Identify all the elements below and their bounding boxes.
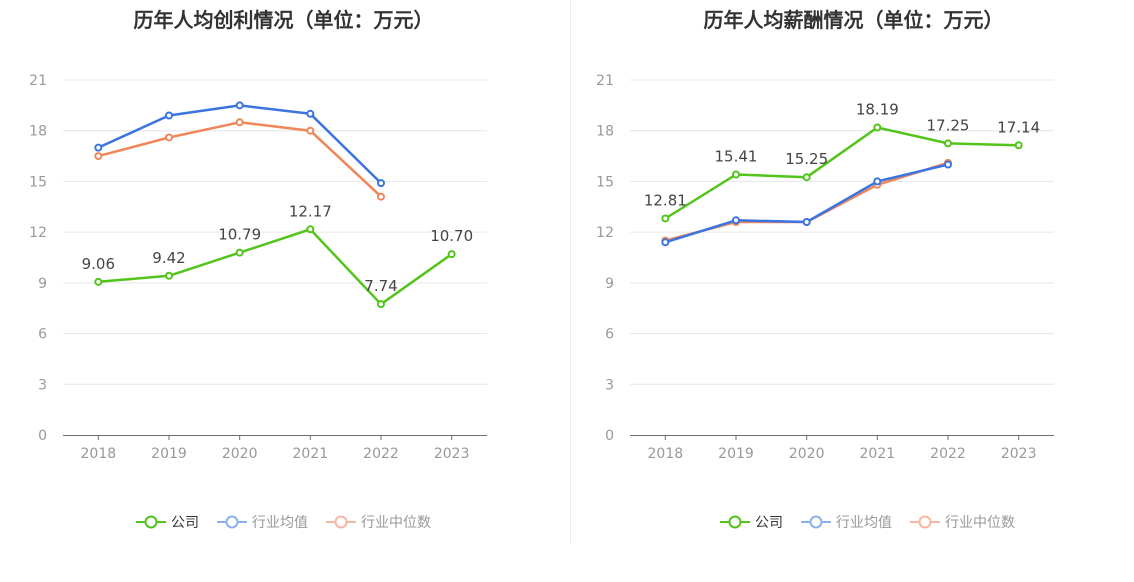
x-tick-label: 2020 <box>789 446 825 462</box>
legend-item-company[interactable]: 公司 <box>136 512 199 532</box>
data-point <box>165 111 173 120</box>
x-tick-label: 2019 <box>151 446 187 462</box>
y-tick-label: 15 <box>29 174 47 190</box>
data-label: 9.42 <box>152 249 185 267</box>
chart-title: 历年人均创利情况（单位：万元） <box>133 8 434 32</box>
data-label: 12.17 <box>289 202 332 220</box>
legend-line-marker-icon <box>136 515 166 529</box>
data-label: 10.70 <box>430 227 473 245</box>
y-tick-label: 9 <box>38 276 47 292</box>
x-tick-label: 2022 <box>930 446 966 462</box>
data-point <box>661 238 670 247</box>
series-line <box>98 228 453 306</box>
series-line <box>97 121 382 198</box>
data-point <box>661 214 670 223</box>
data-label: 12.81 <box>644 191 687 209</box>
y-tick-label: 21 <box>596 73 614 89</box>
y-tick-label: 12 <box>596 225 614 241</box>
data-label: 7.74 <box>364 277 397 295</box>
data-point <box>235 101 244 110</box>
legend-item-industry-average[interactable]: 行业均值 <box>801 512 892 532</box>
chart-panel-profit: 历年人均创利情况（单位：万元） 0 3 6 9 12 15 18 21 2018 2019 2020… <box>0 8 567 532</box>
chart-legend[interactable]: 公司 行业均值 行业中位数 <box>584 512 1134 532</box>
data-point <box>732 216 740 225</box>
x-tick-label: 2021 <box>860 446 896 462</box>
legend-item-industry-average[interactable]: 行业均值 <box>217 512 308 532</box>
data-point <box>377 192 385 201</box>
data-label: 17.14 <box>997 118 1040 136</box>
legend-item-company[interactable]: 公司 <box>720 512 783 532</box>
x-tick-label: 2022 <box>363 446 399 462</box>
legend-label: 公司 <box>171 515 199 531</box>
y-tick-label: 0 <box>38 428 47 444</box>
data-point <box>235 118 244 127</box>
y-tick-label: 0 <box>605 428 614 444</box>
data-point <box>235 248 244 257</box>
y-tick-label: 18 <box>29 124 47 140</box>
y-tick-label: 3 <box>605 377 614 393</box>
legend-label: 行业中位数 <box>361 515 431 531</box>
data-label: 10.79 <box>218 226 261 244</box>
data-label: 18.19 <box>856 101 899 119</box>
data-point <box>306 225 315 234</box>
y-tick-label: 6 <box>605 327 614 343</box>
data-point <box>94 152 103 161</box>
data-label: 9.06 <box>82 255 115 273</box>
data-label: 15.41 <box>715 147 758 165</box>
data-label: 15.25 <box>785 150 828 168</box>
legend-line-marker-icon <box>720 515 750 529</box>
legend-label: 公司 <box>755 515 783 531</box>
x-tick-label: 2021 <box>293 446 329 462</box>
data-point <box>873 123 882 132</box>
chart-legend[interactable]: 公司 行业均值 行业中位数 <box>0 512 567 532</box>
data-point <box>94 143 103 152</box>
x-tick-label: 2018 <box>648 446 684 462</box>
x-tick-label: 2019 <box>718 446 754 462</box>
data-label: 17.25 <box>927 116 970 134</box>
legend-line-marker-icon <box>217 515 247 529</box>
chart-title: 历年人均薪酬情况（单位：万元） <box>703 8 1004 32</box>
data-point <box>165 271 173 280</box>
y-tick-label: 3 <box>38 377 47 393</box>
y-tick-label: 6 <box>38 327 47 343</box>
y-tick-label: 12 <box>29 225 47 241</box>
legend-item-industry-median[interactable]: 行业中位数 <box>326 512 431 532</box>
x-tick-label: 2023 <box>1001 446 1037 462</box>
data-point <box>377 179 385 188</box>
y-tick-label: 15 <box>596 174 614 190</box>
chart-panel-salary: 历年人均薪酬情况（单位：万元） 0 3 6 9 12 15 18 21 2018 2019 2020… <box>567 0 1134 582</box>
data-point <box>377 300 385 309</box>
line-chart-profit: 0 3 6 9 12 15 18 21 2018 2019 2020 2021 2022 2023 9.06… <box>29 73 487 462</box>
panel-divider <box>570 0 571 545</box>
series-line <box>664 126 1019 220</box>
data-point <box>944 160 952 169</box>
legend-line-marker-icon <box>910 515 940 529</box>
y-tick-label: 9 <box>605 276 614 292</box>
x-tick-label: 2018 <box>81 446 117 462</box>
legend-item-industry-median[interactable]: 行业中位数 <box>910 512 1015 532</box>
data-point <box>944 139 952 148</box>
data-point <box>1014 141 1023 150</box>
legend-line-marker-icon <box>326 515 356 529</box>
data-point <box>732 170 740 179</box>
legend-line-marker-icon <box>801 515 831 529</box>
data-point <box>306 126 315 135</box>
data-point <box>165 133 173 142</box>
line-chart-salary: 0 3 6 9 12 15 18 21 2018 2019 2020 2021 2022 2023 12.8… <box>596 73 1054 462</box>
data-point <box>94 277 103 286</box>
legend-label: 行业中位数 <box>945 515 1015 531</box>
legend-label: 行业均值 <box>252 515 308 531</box>
y-tick-label: 21 <box>29 73 47 89</box>
data-point <box>447 250 456 259</box>
data-point <box>802 218 811 226</box>
legend-label: 行业均值 <box>836 515 892 531</box>
data-point <box>802 173 811 182</box>
x-tick-label: 2023 <box>434 446 470 462</box>
x-tick-label: 2020 <box>222 446 258 462</box>
y-tick-label: 18 <box>596 124 614 140</box>
data-point <box>873 177 882 186</box>
data-point <box>306 109 315 118</box>
